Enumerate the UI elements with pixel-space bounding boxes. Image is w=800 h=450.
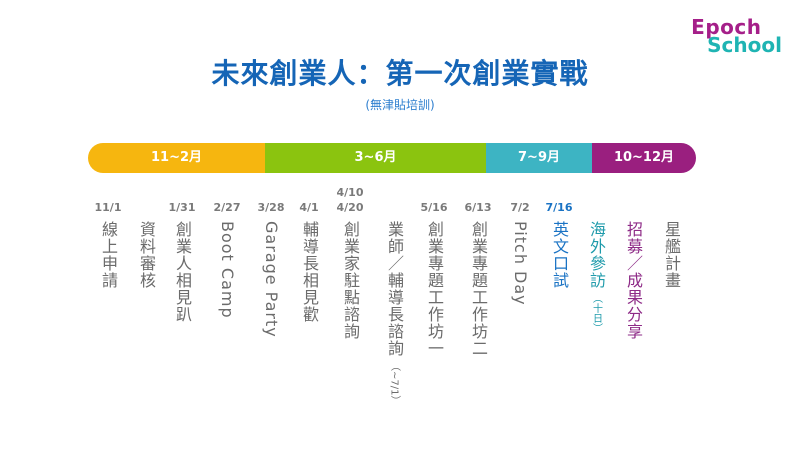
event-label: 資料審核 (137, 221, 156, 289)
timeline-segment-nov-feb: 11~2月 (88, 143, 265, 173)
page-subtitle: (無津貼培訓) (365, 98, 435, 112)
event-column: 業師／輔導長諮詢 （~7/1） (379, 185, 409, 405)
event-label: 線上申請 (99, 221, 118, 289)
event-label: 創業專題工作坊二 (469, 221, 488, 357)
event-label: Boot Camp (218, 221, 237, 319)
event-label: Garage Party (262, 221, 281, 338)
event-date: 5/16 (420, 201, 448, 214)
event-date: 4/10 4/20 (337, 185, 364, 215)
event-column: 2/27 Boot Camp (212, 185, 242, 319)
event-label: 創業人相見趴 (173, 221, 192, 323)
timeline-bar: 11~2月 3~6月 7~9月 10~12月 (88, 143, 696, 173)
timeline-segment-oct-dec: 10~12月 (592, 143, 696, 173)
event-label: 創業專題工作坊一 (425, 221, 444, 357)
logo-line1: Epoch (691, 15, 762, 39)
event-column: 5/16 創業專題工作坊一 (419, 185, 449, 357)
event-column: 4/1 輔導長相見歡 (294, 185, 324, 323)
event-label: 海外參訪 (587, 221, 606, 289)
timeline-segment-jul-sep: 7~9月 (486, 143, 592, 173)
event-column: 7/2 Pitch Day (505, 185, 535, 306)
epoch-school-logo: Epoch School (691, 15, 782, 57)
event-column: 11/1 線上申請 (93, 185, 123, 289)
event-column: 7/16 英文口試 (544, 185, 574, 289)
event-column: 招募／成果分享 (618, 185, 648, 340)
event-date: 2/27 (213, 201, 241, 214)
event-date: 7/16 (545, 201, 573, 214)
event-column: 3/28 Garage Party (256, 185, 286, 338)
event-date: 11/1 (94, 201, 122, 214)
event-date: 1/31 (168, 201, 196, 214)
event-note: （~7/1） (388, 361, 400, 406)
event-column: 星艦計畫 (656, 185, 686, 289)
event-date: 6/13 (464, 201, 492, 214)
event-column: 資料審核 (131, 185, 161, 289)
event-label: 星艦計畫 (662, 221, 681, 289)
timeline-segment-mar-jun: 3~6月 (265, 143, 486, 173)
page-title: 未來創業人：第一次創業實戰 (211, 57, 589, 90)
event-column: 海外參訪 （十日） (581, 185, 611, 333)
event-label: Pitch Day (511, 221, 530, 306)
event-date: 4/1 (299, 201, 319, 214)
event-column: 1/31 創業人相見趴 (167, 185, 197, 323)
event-label: 輔導長相見歡 (300, 221, 319, 323)
event-date-line2: 4/20 (336, 201, 364, 214)
event-label: 創業家駐點諮詢 (341, 221, 360, 340)
event-column: 6/13 創業專題工作坊二 (463, 185, 493, 357)
event-label: 招募／成果分享 (624, 221, 643, 340)
event-label: 英文口試 (550, 221, 569, 289)
event-column: 4/10 4/20 創業家駐點諮詢 (335, 185, 365, 340)
event-label: 業師／輔導長諮詢 (385, 221, 404, 357)
logo-line2: School (707, 33, 782, 57)
event-note: （十日） (590, 293, 602, 333)
event-date: 7/2 (510, 201, 530, 214)
event-date-line1: 4/10 (336, 186, 364, 199)
event-date: 3/28 (257, 201, 285, 214)
